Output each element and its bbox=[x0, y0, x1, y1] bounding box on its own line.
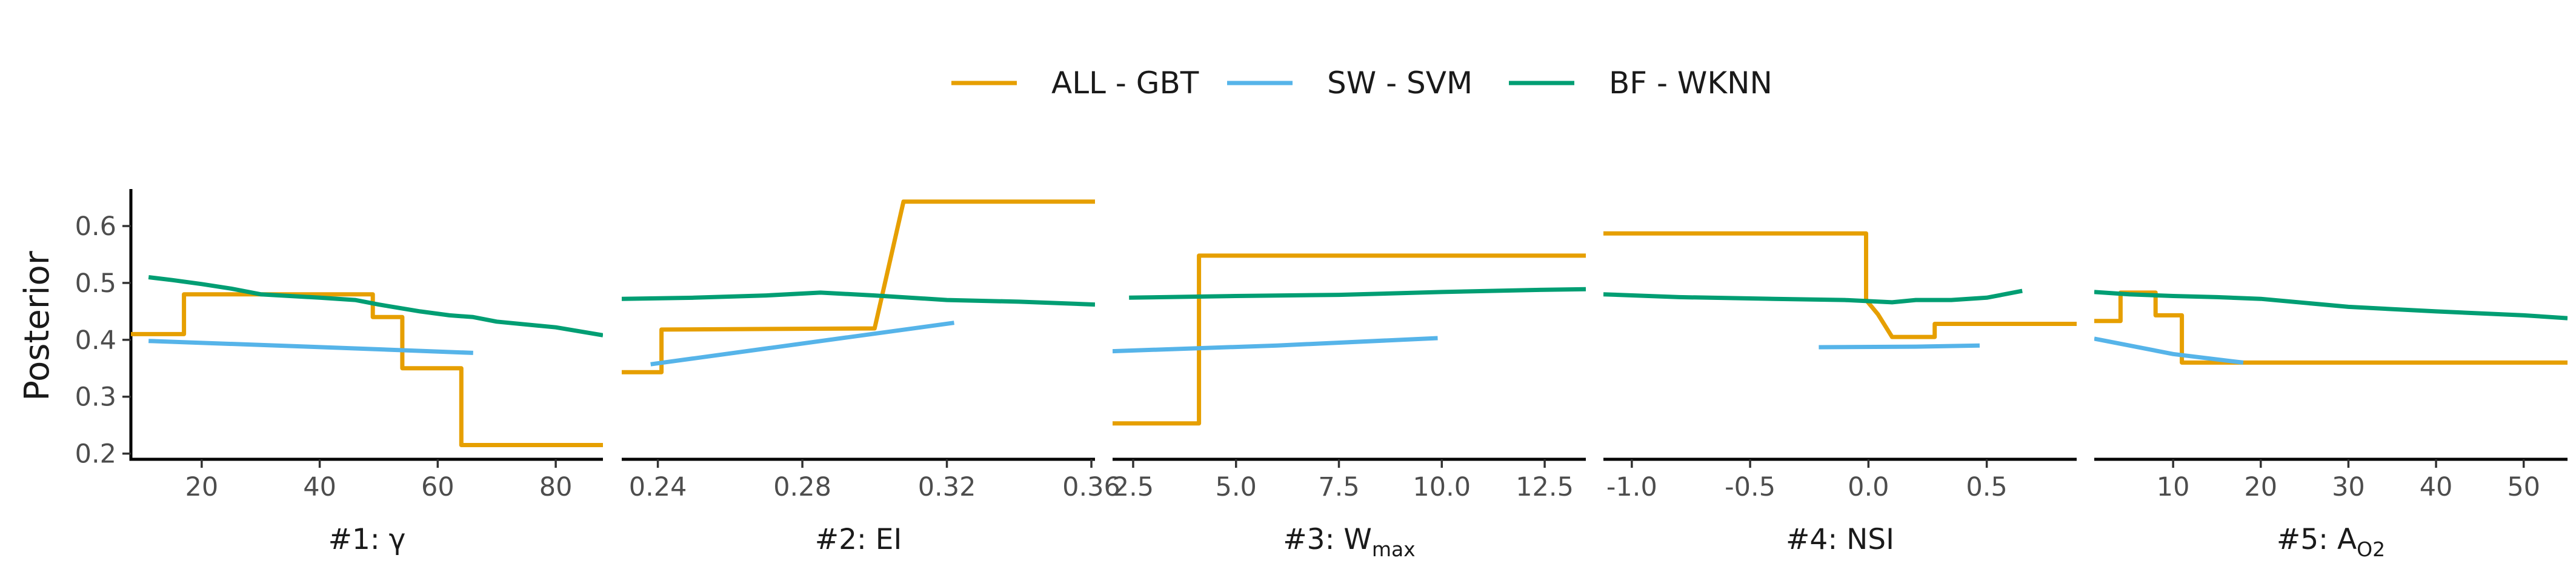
x-tick-label: 10 bbox=[2157, 472, 2190, 502]
legend-label-sw-svm: SW - SVM bbox=[1327, 65, 1473, 101]
panel-5: 10 20 30 40 50 #5: AO2 bbox=[2094, 290, 2568, 561]
x-tick-label: 0.24 bbox=[629, 472, 687, 502]
y-tick-label: 0.5 bbox=[75, 268, 116, 299]
x-tick-label: -1.0 bbox=[1606, 472, 1657, 502]
series-line-all-gbt bbox=[1603, 231, 2077, 339]
y-tick-label: 0.2 bbox=[75, 439, 116, 470]
y-axis-label: Posterior bbox=[18, 250, 57, 401]
series-line-sw-svm bbox=[650, 321, 954, 367]
series-line-sw-svm bbox=[2094, 336, 2244, 365]
y-tick-label: 0.3 bbox=[75, 382, 116, 413]
panel-4: -1.0 -0.5 0.0 0.5 #4: NSI bbox=[1603, 231, 2077, 556]
x-tick-label: 60 bbox=[421, 472, 454, 502]
y-tick-label: 0.6 bbox=[75, 211, 116, 242]
x-axis-label: #2: EI bbox=[815, 523, 902, 556]
panels: 0.2 0.3 0.4 0.5 0.6 20 40 60 80 #1: γ 0.24 0.28 0.32… bbox=[75, 189, 2568, 561]
x-tick-label: 0.36 bbox=[1062, 472, 1120, 502]
panel-3: 2.5 5.0 7.5 10.0 12.5 #3: Wmax bbox=[1113, 253, 1586, 561]
x-tick-label: 0.5 bbox=[1966, 472, 2007, 502]
series-line-bf-wknn bbox=[1129, 287, 1586, 300]
x-tick-label: 10.0 bbox=[1413, 472, 1471, 502]
x-tick-label: 30 bbox=[2332, 472, 2365, 502]
x-tick-label: 5.0 bbox=[1216, 472, 1257, 502]
x-tick-label: -0.5 bbox=[1725, 472, 1776, 502]
x-axis-label: #1: γ bbox=[328, 523, 406, 556]
legend-label-all-gbt: ALL - GBT bbox=[1051, 65, 1199, 101]
series-line-bf-wknn bbox=[148, 275, 603, 338]
x-axis-label: #4: NSI bbox=[1786, 523, 1894, 556]
x-tick-label: 50 bbox=[2507, 472, 2540, 502]
x-tick-label: 80 bbox=[539, 472, 573, 502]
x-tick-label: 2.5 bbox=[1113, 472, 1154, 502]
series-line-bf-wknn bbox=[1603, 288, 2023, 305]
x-axis-label: #5: AO2 bbox=[2277, 523, 2385, 561]
legend-label-bf-wknn: BF - WKNN bbox=[1609, 65, 1772, 101]
panel-2: 0.24 0.28 0.32 0.36 #2: EI bbox=[622, 199, 1120, 556]
y-tick-label: 0.4 bbox=[75, 325, 116, 356]
series-line-bf-wknn bbox=[2094, 290, 2568, 321]
x-axis-label: #3: Wmax bbox=[1283, 523, 1415, 561]
x-tick-label: 0.28 bbox=[773, 472, 831, 502]
x-tick-label: 40 bbox=[303, 472, 336, 502]
series-line-all-gbt bbox=[1113, 253, 1586, 426]
series-line-sw-svm bbox=[148, 339, 473, 355]
x-tick-label: 12.5 bbox=[1516, 472, 1574, 502]
x-tick-label: 40 bbox=[2420, 472, 2453, 502]
series-line-all-gbt bbox=[131, 292, 603, 447]
x-tick-label: 7.5 bbox=[1318, 472, 1359, 502]
x-axis-label-subscript: max bbox=[1372, 537, 1416, 561]
x-tick-label: 20 bbox=[2244, 472, 2277, 502]
x-tick-label: 0.0 bbox=[1848, 472, 1889, 502]
series-line-sw-svm bbox=[1113, 336, 1438, 354]
panel-1: 0.2 0.3 0.4 0.5 0.6 20 40 60 80 #1: γ bbox=[75, 189, 603, 556]
series-line-sw-svm bbox=[1819, 343, 1980, 350]
x-tick-label: 0.32 bbox=[918, 472, 976, 502]
series-line-bf-wknn bbox=[622, 290, 1095, 307]
x-axis-label-subscript: O2 bbox=[2357, 537, 2385, 561]
legend: ALL - GBT SW - SVM BF - WKNN bbox=[951, 65, 1772, 101]
x-tick-label: 20 bbox=[185, 472, 218, 502]
series-line-all-gbt bbox=[622, 199, 1095, 374]
